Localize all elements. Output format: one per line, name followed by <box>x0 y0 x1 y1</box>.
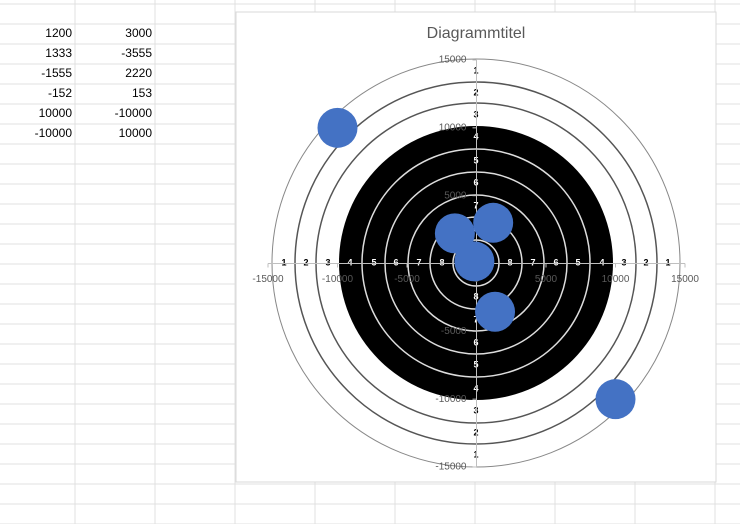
ring-label: 1 <box>281 257 286 267</box>
x-tick-label: -10000 <box>322 274 354 285</box>
cell: 10000 <box>119 126 153 140</box>
x-tick-label: 15000 <box>671 274 699 285</box>
point <box>434 213 475 254</box>
x-tick-label: 5000 <box>535 274 558 285</box>
ring-label: 7 <box>416 257 421 267</box>
x-tick-label: -15000 <box>252 274 284 285</box>
ring-label: 2 <box>643 257 648 267</box>
ring-label: 4 <box>347 257 352 267</box>
ring-label: 3 <box>621 257 626 267</box>
y-tick-label: 15000 <box>439 55 467 66</box>
cell: -152 <box>48 86 72 100</box>
x-tick-label: -5000 <box>394 274 420 285</box>
y-tick-label: 5000 <box>444 190 467 201</box>
y-tick-label: 10000 <box>439 122 467 133</box>
y-tick-label: -5000 <box>441 326 467 337</box>
cell: -3555 <box>121 46 152 60</box>
ring-label: 1 <box>665 257 670 267</box>
x-tick-label: 10000 <box>602 274 630 285</box>
cell: 2220 <box>125 66 152 80</box>
ring-label: 3 <box>325 257 330 267</box>
plot: -15000-10000-5000050001000015000-15000-1… <box>252 55 699 473</box>
point <box>595 379 636 420</box>
point <box>454 241 495 282</box>
ring-label: 5 <box>371 257 376 267</box>
cell: -10000 <box>35 126 73 140</box>
point <box>317 107 358 148</box>
point <box>475 291 516 332</box>
cell: -1555 <box>41 66 72 80</box>
cell: 3000 <box>125 26 152 40</box>
ring-label: 8 <box>507 257 512 267</box>
cell: 10000 <box>39 106 73 120</box>
ring-label: 7 <box>530 257 535 267</box>
ring-label: 2 <box>303 257 308 267</box>
cells: 1200 3000 1333 -3555 -1555 2220 -152 153 10000 -1… <box>35 26 153 140</box>
chart-title: Diagrammtitel <box>427 25 526 42</box>
cell: -10000 <box>115 106 153 120</box>
ring-label: 6 <box>553 257 558 267</box>
ring-label: 8 <box>439 257 444 267</box>
cell: 1200 <box>45 26 72 40</box>
y-tick-label: -15000 <box>435 462 467 473</box>
cell: 153 <box>132 86 152 100</box>
ring-label: 6 <box>393 257 398 267</box>
point <box>473 202 514 243</box>
y-tick-label: -10000 <box>435 394 467 405</box>
ring-label: 4 <box>599 257 604 267</box>
ring-label: 5 <box>575 257 580 267</box>
cell: 1333 <box>45 46 72 60</box>
